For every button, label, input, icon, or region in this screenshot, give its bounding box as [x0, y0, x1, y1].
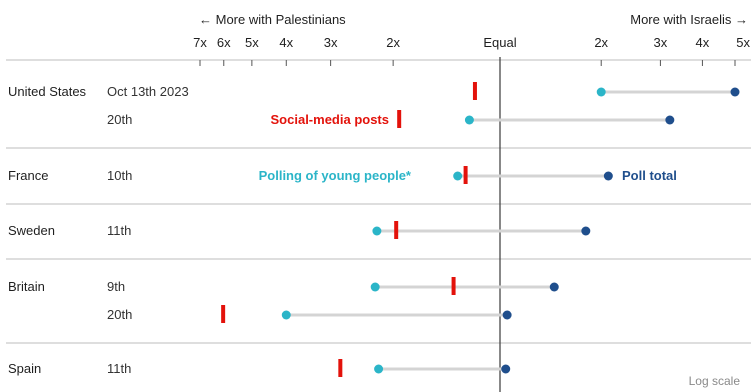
tick-label: 2x [594, 35, 608, 50]
tick-label: 5x [245, 35, 259, 50]
tick-label: 2x [386, 35, 400, 50]
annotation-young-polling: Polling of young people* [259, 168, 412, 183]
country-label: Spain [8, 361, 41, 376]
tick-label: 4x [279, 35, 293, 50]
social-media-marker [394, 221, 399, 239]
country-label: Britain [8, 279, 45, 294]
young-polling-dot [464, 115, 474, 125]
young-polling-dot [281, 310, 291, 320]
country-label: Sweden [8, 223, 55, 238]
young-polling-dot [370, 282, 380, 292]
annotation-social-media: Social-media posts [271, 112, 389, 127]
social-media-marker [472, 82, 477, 100]
poll-total-dot [501, 364, 511, 374]
young-polling-dot [453, 171, 463, 181]
poll-total-dot [665, 115, 675, 125]
poll-total-dot [730, 87, 740, 97]
date-label: Oct 13th 2023 [107, 84, 189, 99]
social-media-marker [338, 359, 343, 377]
tick-label: Equal [483, 35, 516, 50]
tick-label: 4x [696, 35, 710, 50]
date-label: 20th [107, 307, 132, 322]
social-media-marker [451, 277, 456, 295]
young-polling-dot [372, 226, 382, 236]
date-label: 11th [107, 361, 131, 376]
young-polling-dot [374, 364, 384, 374]
scale-note: Log scale [689, 374, 741, 388]
social-media-marker [397, 110, 402, 128]
date-label: 11th [107, 223, 131, 238]
poll-total-dot [502, 310, 512, 320]
poll-total-dot [549, 282, 559, 292]
young-polling-dot [596, 87, 606, 97]
tick-label: 5x [736, 35, 750, 50]
tick-label: 7x [193, 35, 207, 50]
country-label: United States [8, 84, 87, 99]
social-media-marker [221, 305, 226, 323]
tick-label: 6x [217, 35, 231, 50]
direction-label-right: More with Israelis → [630, 12, 748, 27]
social-media-marker [463, 166, 468, 184]
date-label: 20th [107, 112, 132, 127]
date-label: 9th [107, 279, 125, 294]
tick-label: 3x [654, 35, 668, 50]
direction-label-left: ← More with Palestinians [199, 12, 346, 27]
tick-label: 3x [324, 35, 338, 50]
country-label: France [8, 168, 48, 183]
poll-total-dot [603, 171, 613, 181]
annotation-poll-total: Poll total [622, 168, 677, 183]
date-label: 10th [107, 168, 132, 183]
poll-total-dot [581, 226, 591, 236]
